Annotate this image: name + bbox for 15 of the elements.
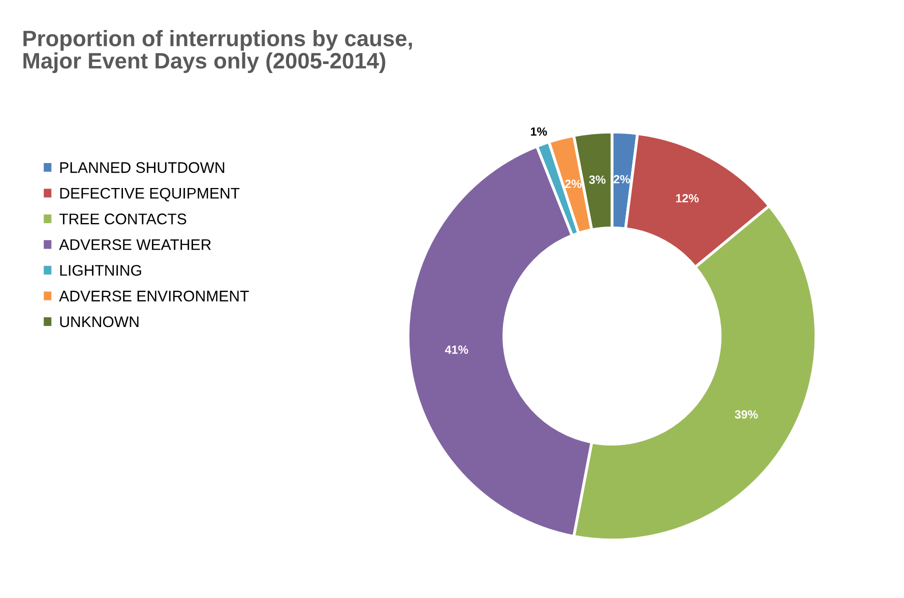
legend-label: ADVERSE WEATHER [59,239,211,250]
legend-label: LIGHTNING [60,264,142,276]
data-label: 1% [530,127,547,136]
data-label: 2% [565,180,582,188]
data-label: 41% [445,346,468,354]
legend-label: PLANNED SHUTDOWN [60,162,224,173]
legend-label: TREE CONTACTS [59,214,186,224]
data-label: 3% [589,175,606,184]
legend-label: DEFECTIVE EQUIPMENT [60,188,240,202]
data-label: 12% [676,194,699,202]
data-label: 39% [734,410,758,419]
legend-label: UNKNOWN [60,316,138,328]
chart-title: Proportion of interruptions by cause, Major Event Days only (2005-2014) [23,30,412,74]
data-label: 2% [614,175,630,184]
legend-label: ADVERSE ENVIRONMENT [59,290,249,302]
